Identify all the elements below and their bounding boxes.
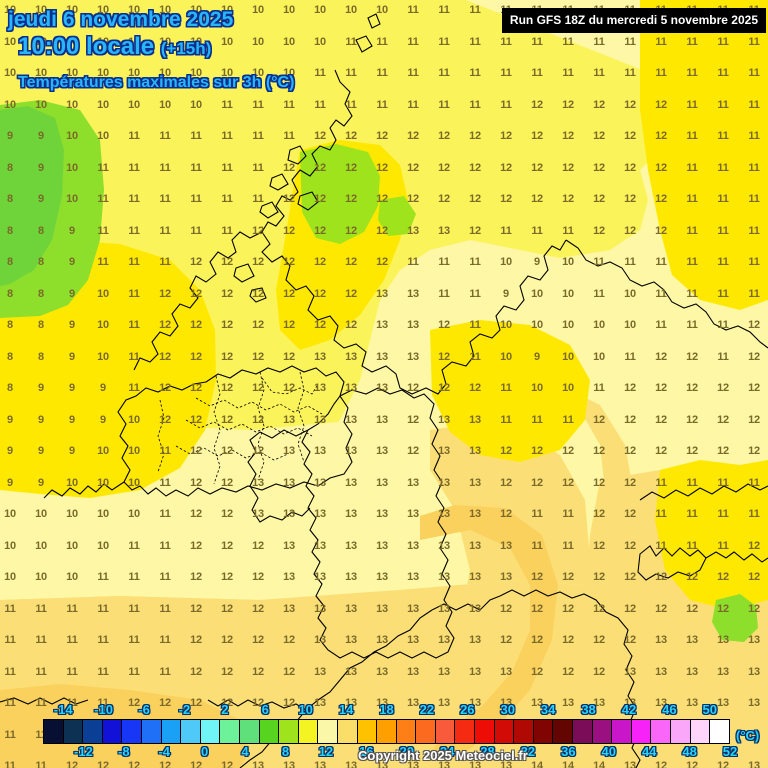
shade-gold-deep-channel [420, 505, 558, 760]
color-scale-cell [259, 720, 280, 743]
coast-islands-hebrides [233, 145, 319, 303]
coast-orkney-shetland [355, 13, 381, 53]
admin-ireland-7 [157, 399, 165, 473]
shade-green-small [378, 196, 416, 236]
color-scale-cell [141, 720, 162, 743]
coast-ireland [117, 365, 353, 497]
shade-yellow-east-edge [640, 0, 768, 310]
admin-ireland-4 [213, 375, 221, 485]
shade-gold-central [0, 424, 768, 660]
copyright-label: Copyright 2025 Meteociel.fr [358, 748, 528, 763]
admin-ireland-5 [257, 371, 265, 481]
color-scale-cell [83, 720, 103, 743]
shade-green-scotland [300, 144, 380, 244]
color-scale-cell [710, 720, 729, 743]
color-scale-cell [102, 720, 123, 743]
forecast-time-title: 10:00 locale (+15h) [18, 33, 211, 61]
color-scale-cell [200, 720, 221, 743]
color-scale-cell [63, 720, 84, 743]
coast-iberia-ne [0, 697, 89, 705]
admin-ireland-3 [175, 445, 289, 461]
color-scale-cell [357, 720, 378, 743]
color-scale-bar [43, 719, 730, 744]
coast-norway [639, 483, 768, 501]
color-scale-cell [318, 720, 338, 743]
coast-continent-nw [565, 239, 768, 349]
color-scale-cell [671, 720, 691, 743]
coast-wales [247, 429, 311, 523]
color-scale-cell [161, 720, 182, 743]
color-scale-cell [279, 720, 299, 743]
admin-ireland-2 [185, 419, 313, 437]
model-run-label: Run GFS 18Z du mercredi 5 novembre 2025 [509, 13, 758, 27]
color-scale-cell [122, 720, 142, 743]
color-scale-cell [533, 720, 554, 743]
coast-denmark [637, 545, 707, 581]
color-scale-cell [475, 720, 495, 743]
color-scale-cell [514, 720, 534, 743]
color-scale-cell [396, 720, 417, 743]
coast-france-west [239, 609, 433, 768]
color-scale-cell [631, 720, 652, 743]
color-scale-cell [455, 720, 476, 743]
color-scale-cell [494, 720, 515, 743]
shade-green-nw-deep [0, 106, 64, 286]
color-scale-cell [573, 720, 593, 743]
coast-scotland [261, 69, 567, 395]
color-scale-cell [416, 720, 436, 743]
model-run-badge: Run GFS 18Z du mercredi 5 novembre 2025 [501, 8, 766, 33]
coast-england [301, 387, 455, 659]
coast-france-channel [431, 595, 501, 611]
coast-ireland-sw [43, 481, 125, 499]
color-scale-cell [239, 720, 260, 743]
color-scale-unit-label: (°C) [736, 728, 760, 743]
color-scale-cell [298, 720, 319, 743]
admin-ireland-ni [261, 377, 319, 395]
coast-denmark-isl [705, 551, 768, 563]
color-scale-cell [435, 720, 456, 743]
color-scale-cell [651, 720, 671, 743]
color-scale-cell [220, 720, 240, 743]
shade-yellow-northsea [430, 320, 590, 462]
coast-brittany [207, 699, 307, 711]
coast-scotland-west [133, 231, 263, 371]
shade-green-far-east [712, 594, 758, 642]
color-scale-cell [690, 720, 711, 743]
color-scale-cell [377, 720, 397, 743]
forecast-parameter-title: Températures maximales sur 3h (°C) [18, 74, 295, 91]
color-scale-cell [592, 720, 613, 743]
shade-gold-plume [430, 382, 635, 720]
color-scale-cell [612, 720, 632, 743]
color-scale-cell [553, 720, 574, 743]
color-scale-cell [337, 720, 358, 743]
forecast-lead-offset: (+15h) [160, 39, 212, 58]
color-scale-cell [181, 720, 201, 743]
admin-ireland-6 [297, 371, 305, 463]
shade-yellow-irishsea [655, 460, 768, 610]
forecast-date-title: jeudi 6 novembre 2025 [8, 8, 234, 31]
color-scale-cell [44, 720, 64, 743]
forecast-time-value: 10:00 locale [18, 33, 155, 60]
